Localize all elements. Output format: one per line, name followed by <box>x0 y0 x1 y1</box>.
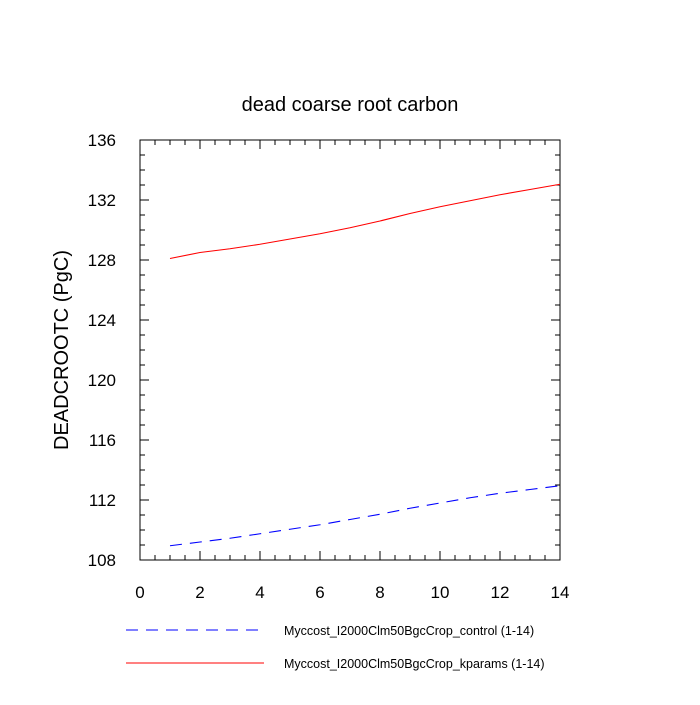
y-tick-label: 136 <box>88 131 116 150</box>
chart-title: dead coarse root carbon <box>242 94 459 116</box>
x-tick-label: 6 <box>315 583 324 602</box>
x-tick-label: 2 <box>195 583 204 602</box>
y-axis-label: DEADCROOTC (PgC) <box>51 250 73 450</box>
x-tick-label: 8 <box>375 583 384 602</box>
y-tick-label: 120 <box>88 371 116 390</box>
legend-label-1: Myccost_I2000Clm50BgcCrop_control (1-14) <box>284 624 534 638</box>
legend-label-2: Myccost_I2000Clm50BgcCrop_kparams (1-14) <box>284 657 545 671</box>
x-tick-label: 14 <box>551 583 570 602</box>
x-tick-label: 4 <box>255 583 264 602</box>
y-tick-label: 112 <box>89 491 116 510</box>
plot-frame <box>139 139 561 561</box>
y-tick-label: 116 <box>89 431 116 450</box>
x-tick-label: 0 <box>135 583 144 602</box>
y-tick-label: 108 <box>88 551 116 570</box>
y-tick-label: 124 <box>88 311 116 330</box>
y-tick-label: 128 <box>88 251 116 270</box>
series-line-1 <box>169 485 561 547</box>
x-tick-label: 10 <box>431 583 450 602</box>
y-tick-label: 132 <box>88 191 116 210</box>
series-line-2 <box>169 183 561 260</box>
x-tick-label: 12 <box>491 583 510 602</box>
